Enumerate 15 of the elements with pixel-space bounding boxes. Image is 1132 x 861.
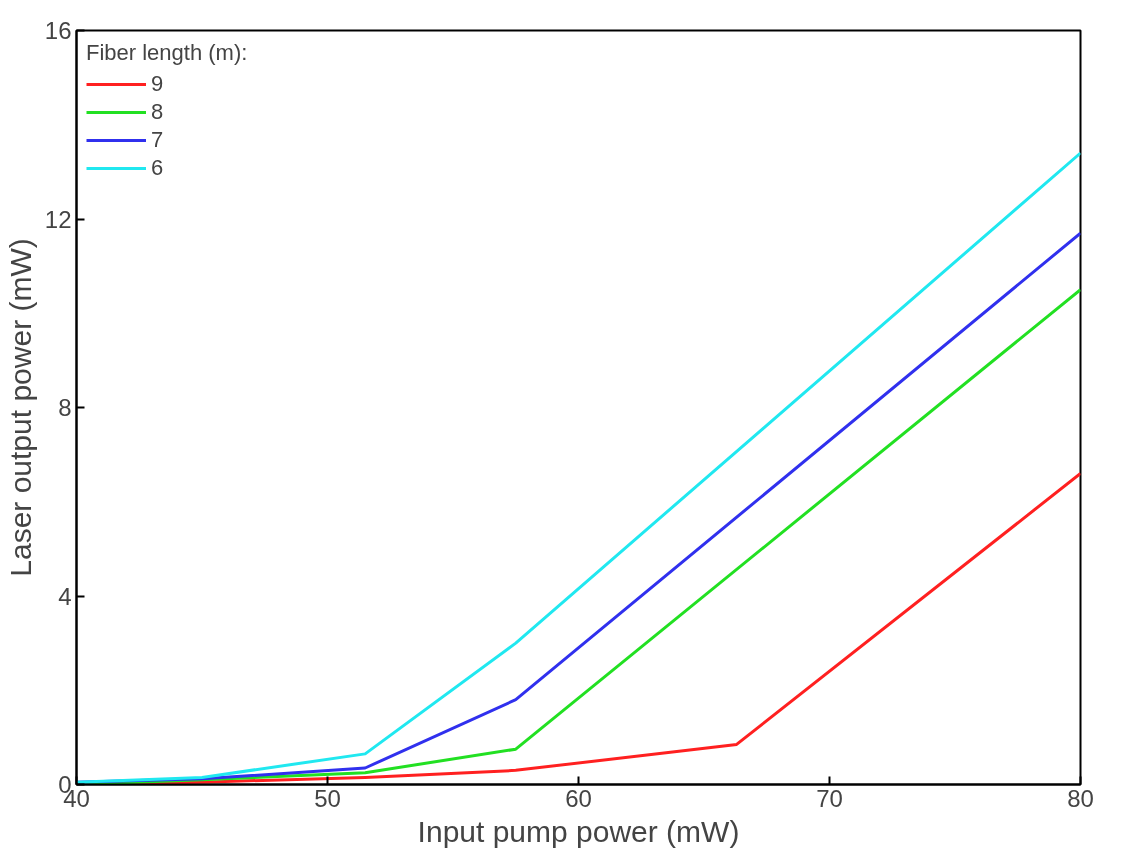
y-tick-label: 4 — [58, 582, 72, 610]
y-tick-label: 16 — [44, 17, 72, 44]
x-tick-label: 50 — [314, 784, 341, 812]
y-axis-title: Laser output power (mW) — [3, 238, 37, 577]
y-tick-label: 8 — [58, 394, 72, 421]
x-tick-label: 80 — [1067, 784, 1094, 812]
x-tick-label: 70 — [816, 784, 843, 812]
legend-title: Fiber length (m): — [86, 40, 248, 66]
y-tick-label: 12 — [44, 205, 72, 233]
legend-label: 8 — [151, 99, 165, 125]
legend-label: 7 — [151, 127, 165, 153]
legend-label: 6 — [151, 155, 165, 181]
x-tick-label: 60 — [565, 784, 592, 812]
x-axis-title: Input pump power (mW) — [417, 814, 740, 848]
legend-label: 9 — [151, 71, 165, 97]
